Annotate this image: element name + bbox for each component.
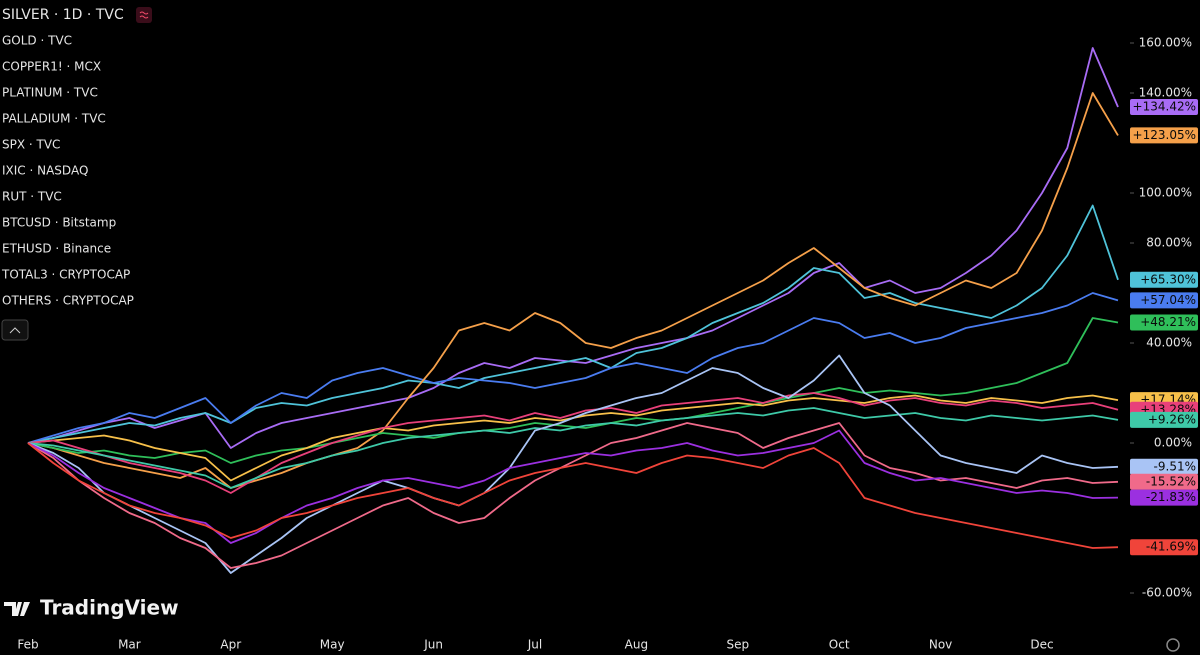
x-tick-label: Apr (220, 638, 241, 652)
series-line (27, 429, 1119, 544)
badge-box (1130, 458, 1198, 475)
y-tick-label: 140.00% (1139, 86, 1192, 100)
last-value-label: +48.21% (1140, 315, 1196, 329)
last-value-badge: +65.30% (1130, 271, 1198, 288)
badge-box (1130, 539, 1198, 556)
legend-entry: TOTAL3 · CRYPTOCAP (1, 268, 130, 282)
y-tick-label: 40.00% (1146, 336, 1192, 350)
x-tick-label: Oct (829, 638, 850, 652)
last-value-label: +134.42% (1133, 99, 1196, 113)
x-tick-label: Dec (1030, 638, 1053, 652)
legend-entry: ETHUSD · Binance (2, 242, 111, 256)
badge-box (1130, 314, 1198, 331)
legend-entry: RUT · TVC (2, 190, 62, 204)
legend-entry: PALLADIUM · TVC (2, 112, 106, 126)
last-value-label: -41.69% (1146, 540, 1196, 554)
badge-box (1130, 292, 1198, 309)
last-value-label: -21.83% (1146, 490, 1196, 504)
last-value-label: -9.51% (1154, 459, 1196, 473)
logo-text: TradingView (40, 596, 179, 620)
last-value-badge: -9.51% (1130, 458, 1198, 475)
last-value-badge: -41.69% (1130, 539, 1198, 556)
y-tick-label: 80.00% (1146, 236, 1192, 250)
legend-entry: OTHERS · CRYPTOCAP (2, 294, 134, 308)
y-tick-label: 160.00% (1139, 36, 1192, 50)
legend-entry: GOLD · TVC (2, 34, 72, 48)
y-tick-label: -60.00% (1142, 586, 1192, 600)
series-line (27, 292, 1119, 444)
series-line (27, 204, 1119, 444)
status-chip (136, 7, 152, 23)
series-line (27, 317, 1119, 464)
last-value-badge: +134.42% (1130, 98, 1198, 115)
last-value-label: +65.30% (1140, 272, 1196, 286)
x-tick-label: Sep (726, 638, 749, 652)
chart-title: SILVER · 1D · TVC (2, 7, 124, 23)
badge-box (1130, 271, 1198, 288)
badge-box (1130, 127, 1198, 144)
last-value-label: +123.05% (1133, 128, 1196, 142)
x-tick-label: May (320, 638, 345, 652)
series-line (27, 392, 1119, 494)
settings-icon[interactable] (1166, 638, 1180, 652)
y-tick-label: 0.00% (1154, 436, 1192, 450)
x-tick-label: Feb (17, 638, 38, 652)
logo-icon (4, 602, 30, 616)
collapse-button[interactable] (1, 319, 29, 341)
x-tick-label: Mar (118, 638, 141, 652)
series-line (27, 407, 1119, 489)
legend-entry: BTCUSD · Bitstamp (2, 216, 116, 230)
last-value-badge: +9.26% (1130, 411, 1198, 428)
x-tick-label: Aug (625, 638, 648, 652)
legend-entry: IXIC · NASDAQ (2, 164, 88, 178)
x-tick-label: Nov (929, 638, 952, 652)
last-value-badge: -15.52% (1130, 473, 1198, 490)
series-line (27, 92, 1119, 489)
y-tick-label: 100.00% (1139, 186, 1192, 200)
last-value-badge: -21.83% (1130, 489, 1198, 506)
last-value-label: +57.04% (1140, 293, 1196, 307)
series-line (27, 47, 1119, 449)
badge-box (1130, 489, 1198, 506)
badge-box (1130, 411, 1198, 428)
x-tick-label: Jul (527, 638, 542, 652)
button-frame (1, 319, 29, 341)
x-tick-label: Jun (423, 638, 443, 652)
last-value-badge: +48.21% (1130, 314, 1198, 331)
last-value-label: -15.52% (1146, 474, 1196, 488)
legend-entry: PLATINUM · TVC (2, 86, 98, 100)
series-line (27, 354, 1119, 574)
logo: TradingView (4, 596, 179, 620)
series-line (27, 442, 1119, 549)
chevron-icon (9, 327, 21, 334)
status-icon (139, 11, 149, 19)
last-value-label: +9.26% (1148, 412, 1196, 426)
legend-entry: COPPER1! · MCX (2, 60, 101, 74)
badge-box (1130, 473, 1198, 490)
badge-box (1130, 98, 1198, 115)
legend-entry: SPX · TVC (2, 138, 60, 152)
last-value-badge: +123.05% (1130, 127, 1198, 144)
last-value-badge: +57.04% (1130, 292, 1198, 309)
